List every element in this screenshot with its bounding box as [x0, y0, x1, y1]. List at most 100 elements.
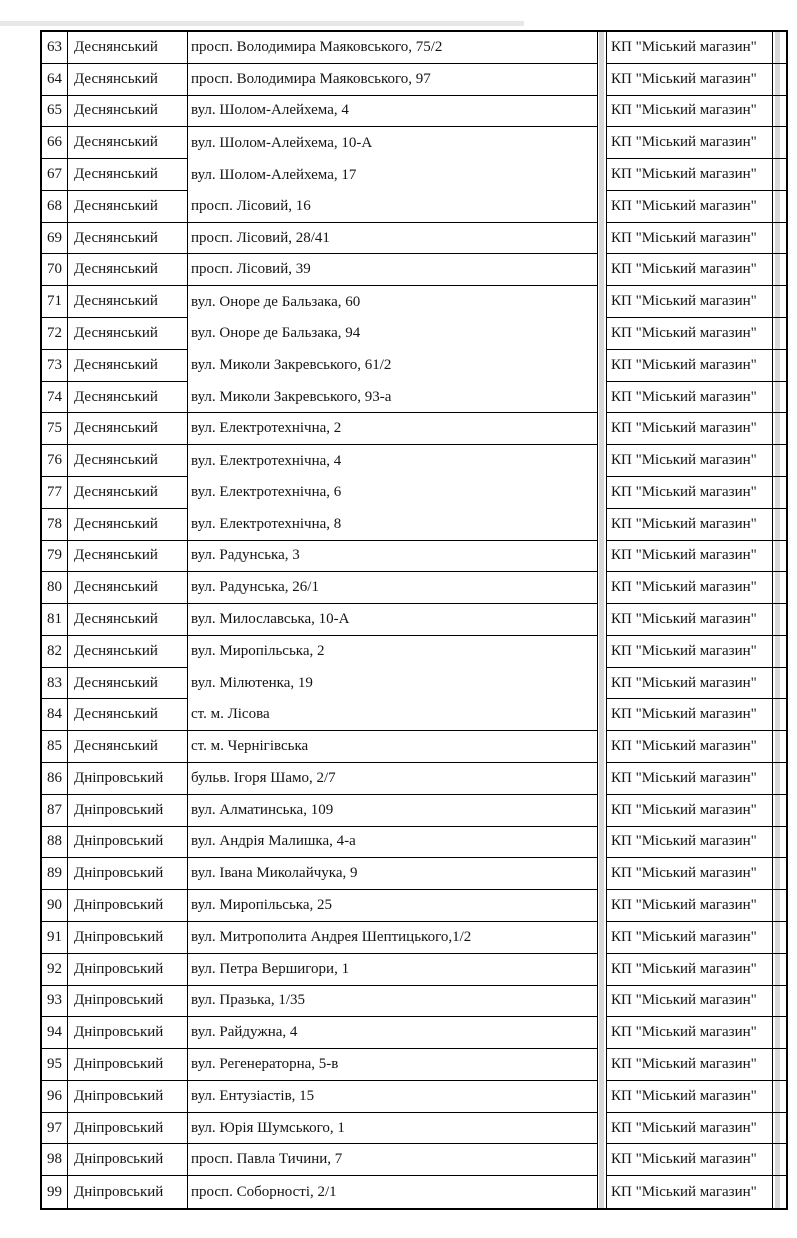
cell-operator: КП "Міський магазин": [606, 63, 773, 96]
cell-operator: КП "Міський магазин": [606, 318, 773, 350]
column-gap-stripe: [598, 1080, 606, 1113]
cell-row-number: 81: [42, 604, 68, 636]
column-gap-stripe: [598, 127, 606, 160]
cell-address: вул. Радунська, 3: [188, 540, 598, 573]
column-gap-stripe: [598, 476, 606, 509]
cell-district: Деснянський: [68, 127, 188, 160]
cell-operator: КП "Міський магазин": [606, 699, 773, 732]
cell-operator: КП "Міський магазин": [606, 890, 773, 922]
cell-row-number: 87: [42, 794, 68, 827]
right-margin-stripe: [773, 1112, 786, 1145]
cell-row-number: 95: [42, 1049, 68, 1081]
right-margin-stripe: [773, 1176, 786, 1208]
column-gap-stripe: [598, 540, 606, 573]
cell-row-number: 99: [42, 1176, 68, 1208]
cell-address: вул. Андрія Малишка, 4-а: [188, 826, 598, 859]
column-gap-stripe: [598, 254, 606, 287]
cell-row-number: 64: [42, 63, 68, 96]
cell-operator: КП "Міський магазин": [606, 286, 773, 319]
right-margin-stripe: [773, 508, 786, 541]
scan-artifact-smudge: [0, 21, 524, 26]
cell-address: просп. Соборності, 2/1: [188, 1176, 598, 1208]
right-margin-stripe: [773, 921, 786, 954]
cell-district: Деснянський: [68, 95, 188, 128]
cell-district: Деснянський: [68, 254, 188, 287]
cell-row-number: 93: [42, 985, 68, 1018]
cell-district: Деснянський: [68, 604, 188, 636]
cell-address: вул. Миколи Закревського, 93-а: [188, 381, 598, 414]
cell-operator: КП "Міський магазин": [606, 1080, 773, 1113]
right-margin-stripe: [773, 1144, 786, 1177]
column-gap-stripe: [598, 286, 606, 319]
cell-row-number: 78: [42, 508, 68, 541]
cell-row-number: 89: [42, 858, 68, 891]
cell-operator: КП "Міський магазин": [606, 1017, 773, 1050]
right-margin-stripe: [773, 699, 786, 732]
cell-address: просп. Володимира Маяковського, 75/2: [188, 32, 598, 64]
cell-district: Деснянський: [68, 476, 188, 509]
cell-row-number: 71: [42, 286, 68, 319]
column-gap-stripe: [598, 349, 606, 382]
right-margin-stripe: [773, 95, 786, 128]
cell-address: вул. Шолом-Алейхема, 10-А: [188, 127, 598, 160]
cell-address: вул. Електротехнічна, 6: [188, 476, 598, 509]
column-gap-stripe: [598, 985, 606, 1018]
right-margin-stripe: [773, 604, 786, 636]
cell-district: Деснянський: [68, 63, 188, 96]
cell-address: просп. Володимира Маяковського, 97: [188, 63, 598, 96]
column-gap-stripe: [598, 63, 606, 96]
cell-row-number: 84: [42, 699, 68, 732]
cell-address: вул. Мілютенка, 19: [188, 667, 598, 700]
column-gap-stripe: [598, 635, 606, 668]
column-gap-stripe: [598, 318, 606, 350]
cell-row-number: 74: [42, 381, 68, 414]
cell-row-number: 72: [42, 318, 68, 350]
cell-operator: КП "Міський магазин": [606, 635, 773, 668]
cell-operator: КП "Міський магазин": [606, 1176, 773, 1208]
cell-district: Деснянський: [68, 635, 188, 668]
cell-operator: КП "Міський магазин": [606, 1049, 773, 1081]
cell-district: Деснянський: [68, 159, 188, 191]
cell-operator: КП "Міський магазин": [606, 413, 773, 446]
cell-district: Деснянський: [68, 381, 188, 414]
cell-operator: КП "Міський магазин": [606, 858, 773, 891]
cell-operator: КП "Міський магазин": [606, 508, 773, 541]
cell-operator: КП "Міський магазин": [606, 731, 773, 764]
right-margin-stripe: [773, 349, 786, 382]
cell-row-number: 91: [42, 921, 68, 954]
column-gap-stripe: [598, 381, 606, 414]
cell-district: Деснянський: [68, 540, 188, 573]
cell-operator: КП "Міський магазин": [606, 985, 773, 1018]
cell-district: Деснянський: [68, 445, 188, 477]
cell-address: вул. Регенераторна, 5-в: [188, 1049, 598, 1081]
right-margin-stripe: [773, 731, 786, 764]
column-gap-stripe: [598, 1144, 606, 1177]
cell-address: вул. Миропільська, 25: [188, 890, 598, 922]
column-gap-stripe: [598, 1017, 606, 1050]
column-gap-stripe: [598, 190, 606, 223]
cell-address: вул. Миропільська, 2: [188, 635, 598, 668]
cell-operator: КП "Міський магазин": [606, 953, 773, 986]
cell-operator: КП "Міський магазин": [606, 349, 773, 382]
right-margin-stripe: [773, 381, 786, 414]
right-margin-stripe: [773, 667, 786, 700]
cell-address: вул. Петра Вершигори, 1: [188, 953, 598, 986]
right-margin-stripe: [773, 1049, 786, 1081]
cell-row-number: 97: [42, 1112, 68, 1145]
cell-operator: КП "Міський магазин": [606, 763, 773, 795]
cell-row-number: 63: [42, 32, 68, 64]
column-gap-stripe: [598, 159, 606, 191]
cell-operator: КП "Міський магазин": [606, 794, 773, 827]
cell-operator: КП "Міський магазин": [606, 1112, 773, 1145]
cell-district: Дніпровський: [68, 1144, 188, 1177]
cell-address: вул. Алматинська, 109: [188, 794, 598, 827]
cell-row-number: 86: [42, 763, 68, 795]
cell-address: просп. Лісовий, 16: [188, 190, 598, 223]
cell-district: Дніпровський: [68, 921, 188, 954]
cell-address: вул. Райдужна, 4: [188, 1017, 598, 1050]
cell-operator: КП "Міський магазин": [606, 381, 773, 414]
right-margin-stripe: [773, 890, 786, 922]
cell-operator: КП "Міський магазин": [606, 254, 773, 287]
column-gap-stripe: [598, 32, 606, 64]
column-gap-stripe: [598, 508, 606, 541]
